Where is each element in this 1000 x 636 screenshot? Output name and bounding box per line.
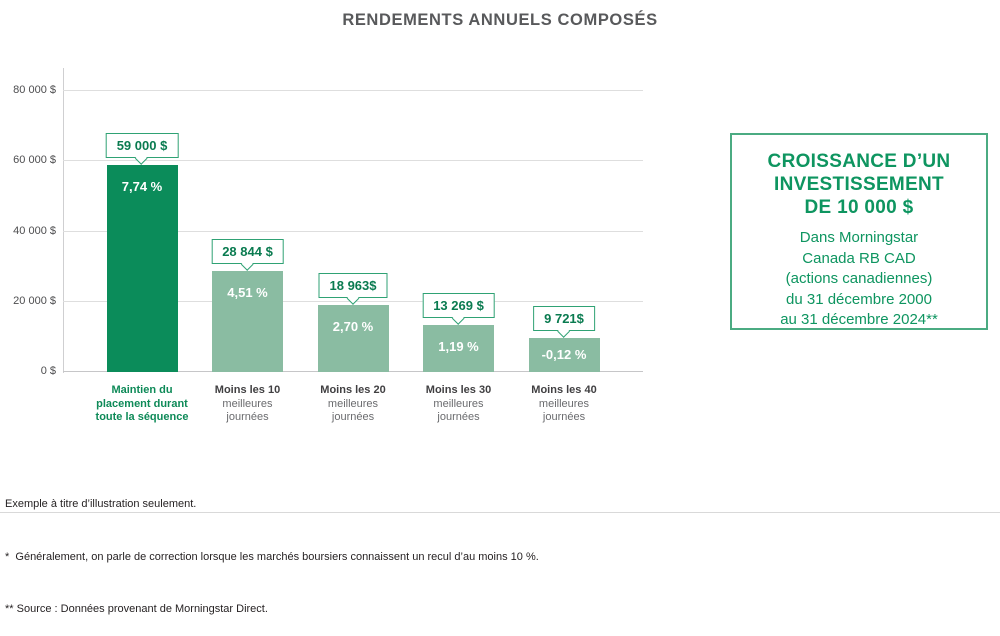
bar-percent-label: -0,12 % (541, 347, 587, 362)
info-box-body: Dans Morningstar Canada RB CAD (actions … (780, 229, 938, 328)
y-axis-line (63, 68, 64, 373)
y-tick-label: 20 000 $ (13, 294, 56, 307)
y-axis-labels: 0 $ 20 000 $ 40 000 $ 60 000 $ 80 000 $ (0, 68, 56, 377)
bar-percent-label: 2,70 % (332, 319, 374, 334)
callout-notch (135, 152, 148, 165)
investment-growth-info-box: CROISSANCE D’UN INVESTISSEMENT DE 10 000… (730, 133, 988, 330)
bar-2: 4,51 % (212, 271, 283, 372)
y-tick-label: 0 $ (40, 365, 56, 377)
bar-chart-plot-area: 7,74 % 59 000 $ 4,51 % 28 844 $ 2,70 % 18 963… (63, 68, 643, 373)
gridline-60000 (63, 160, 643, 162)
x-category-line: meilleures (538, 397, 590, 410)
value-callout: 59 000 $ (105, 133, 179, 165)
footnote-source: ** Source : Données provenant de Morning… (5, 603, 268, 615)
value-callout: 13 269 $ (422, 293, 495, 325)
x-category-label: Moins les 30 meilleures journées (389, 384, 529, 425)
value-callout: 18 963$ (318, 273, 388, 305)
x-category-label: Moins les 10 meilleures journées (178, 384, 318, 425)
x-category-line: Maintien du (111, 384, 173, 396)
x-category-line: Moins les 30 (425, 384, 492, 396)
x-category-line: Moins les 20 (320, 384, 386, 396)
footnote-correction: * Généralement, on parle de correction l… (5, 550, 539, 563)
bar-percent-label: 1,19 % (438, 339, 479, 354)
x-category-line: journées (226, 411, 269, 423)
bar-percent-label: 4,51 % (227, 285, 268, 300)
x-category-line: journées (542, 411, 586, 423)
bar-5: -0,12 % (528, 338, 600, 372)
callout-notch (451, 312, 465, 325)
bar-3: 2,70 % (317, 305, 389, 372)
x-category-line: meilleures (222, 397, 273, 410)
x-category-label: Maintien du placement durant toute la séqu… (72, 384, 212, 425)
gridline-80000 (63, 90, 643, 91)
x-category-line: placement durant (96, 397, 188, 410)
bar-4: 1,19 % (423, 325, 494, 372)
x-category-label: Moins les 20 meilleures journées (283, 384, 423, 425)
x-category-line: meilleures (433, 397, 484, 410)
y-tick-label: 60 000 $ (13, 154, 56, 167)
x-category-line: toute la séquence (95, 411, 189, 423)
footnotes: Exemple à titre d’illustration seulement… (5, 461, 539, 636)
bottom-divider (0, 512, 1000, 513)
bar-1: 7,74 % (106, 165, 178, 372)
value-callout: 9 721$ (533, 306, 595, 338)
x-category-line: journées (437, 411, 480, 423)
x-category-line: journées (331, 411, 375, 423)
y-tick-label: 80 000 $ (13, 84, 56, 96)
info-box-heading: CROISSANCE D’UN INVESTISSEMENT DE 10 000… (767, 151, 951, 218)
value-callout: 28 844 $ (211, 239, 284, 271)
callout-notch (240, 258, 254, 271)
x-category-line: Moins les 10 (214, 384, 281, 396)
y-tick-label: 40 000 $ (13, 224, 56, 237)
page-title: RENDEMENTS ANNUELS COMPOSÉS (342, 11, 658, 29)
x-category-line: Moins les 40 (531, 384, 597, 396)
footnote-example: Exemple à titre d’illustration seulement… (5, 498, 197, 510)
gridline-40000 (63, 230, 643, 232)
x-category-line: meilleures (327, 397, 379, 410)
callout-notch (346, 292, 359, 305)
bar-percent-label: 7,74 % (121, 179, 163, 194)
x-category-label: Moins les 40 meilleures journées (494, 384, 634, 425)
callout-notch (557, 325, 570, 338)
